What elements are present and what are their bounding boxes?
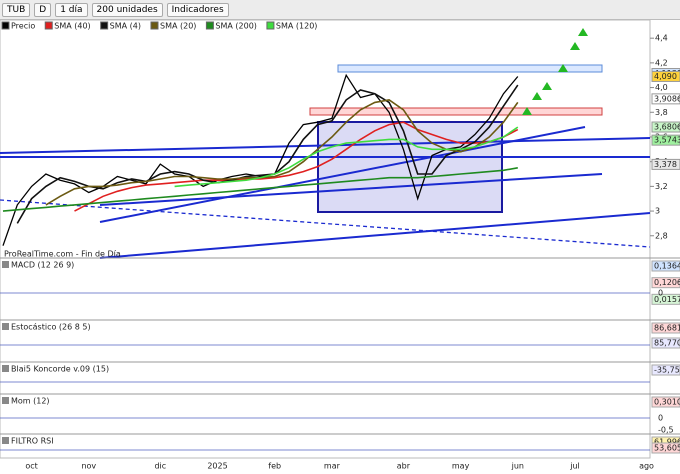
series-line — [2, 73, 519, 246]
indicators[interactable]: Indicadores — [166, 2, 229, 17]
panel-title: Blai5 Koncorde v.09 (15) — [11, 365, 109, 374]
price-label: 3,378 — [654, 160, 677, 169]
panel-value: 0,1364 — [654, 262, 680, 271]
units[interactable]: 200 unidades — [91, 2, 163, 17]
panel-title: Estocástico (26 8 5) — [11, 323, 91, 332]
panel-value-box — [651, 293, 680, 305]
price-label-box — [651, 70, 680, 82]
panel-icon — [2, 365, 9, 372]
x-tick-label: ago — [639, 462, 654, 471]
panel-value: 61,996 — [654, 438, 680, 447]
legend-swatch — [266, 21, 275, 30]
y-tick-label: 3,2 — [655, 182, 668, 191]
series-line — [16, 84, 519, 224]
x-tick-label: nov — [81, 462, 96, 471]
legend-swatch — [1, 21, 10, 30]
y-tick-label: 3,8 — [655, 108, 668, 117]
x-tick-label: mar — [324, 462, 341, 471]
panel-title: Mom (12) — [11, 397, 50, 406]
series-line — [45, 99, 519, 206]
symbol[interactable]: TUB — [2, 2, 31, 17]
legend-label: SMA (4) — [110, 22, 141, 31]
zone-top — [337, 64, 603, 73]
period-icon[interactable]: D — [34, 2, 52, 17]
price-label-box — [651, 93, 680, 105]
panel-icon — [2, 323, 9, 330]
panel-icon — [2, 437, 9, 444]
price-label-box — [651, 158, 680, 170]
legend-swatch — [44, 21, 53, 30]
panel-value: -35,754 — [654, 366, 680, 375]
toolbar: TUB D 1 día 200 unidades Indicadores — [0, 0, 680, 20]
x-tick-label: may — [452, 462, 470, 471]
price-label: 3,9086 — [654, 94, 680, 103]
panel-value: 0,3010 — [654, 398, 680, 407]
y-tick-label: 4,4 — [655, 34, 668, 43]
arrows — [522, 28, 588, 115]
price-label: 3,6806 — [654, 123, 680, 132]
watermark: ProRealTime.com - Fin de Día — [4, 250, 121, 259]
price-label-box — [651, 121, 680, 133]
panel-tick-label: -0,5 — [658, 426, 674, 435]
panel-value: 85,770 — [654, 339, 680, 348]
x-tick-label: 2025 — [207, 462, 227, 471]
panel-value-box — [651, 260, 680, 272]
panel-value: 86,681 — [654, 324, 680, 333]
panel-value-box — [651, 337, 680, 349]
panel-value: 0,0157 — [654, 295, 680, 304]
legend-label: SMA (20) — [160, 22, 196, 31]
x-tick-label: jun — [511, 462, 524, 471]
panel-tick-label: 0 — [658, 289, 663, 298]
y-tick-label: 3 — [655, 207, 660, 216]
trend-lines — [0, 126, 651, 259]
x-tick-label: jul — [569, 462, 580, 471]
x-tick-label: abr — [397, 462, 411, 471]
panel-title: MACD (12 26 9) — [11, 261, 74, 270]
panel-value-box — [651, 364, 680, 376]
series-line — [74, 121, 519, 212]
panel-value-box — [651, 277, 680, 289]
legend-label: Precio — [11, 22, 35, 31]
y-tick-label: 4,0 — [655, 83, 668, 92]
panel-value: 0,1206 — [654, 278, 680, 287]
price-label-box — [651, 134, 680, 146]
legend-swatch — [205, 21, 214, 30]
series-line — [2, 167, 518, 212]
panel-tick-label: 0 — [658, 414, 663, 423]
zone-red — [309, 107, 603, 116]
timeframe[interactable]: 1 día — [55, 2, 88, 17]
x-tick-label: oct — [25, 462, 37, 471]
legend-label: SMA (120) — [276, 22, 318, 31]
price-label: 3,5743 — [654, 136, 680, 145]
panel-value-box — [651, 396, 680, 408]
x-tick-label: feb — [268, 462, 281, 471]
legend-label: SMA (40) — [54, 22, 90, 31]
panel-icon — [2, 261, 9, 268]
y-tick-label: 4,2 — [655, 58, 668, 67]
series-line — [174, 126, 519, 188]
x-tick-label: dic — [154, 462, 166, 471]
legend-swatch — [100, 21, 109, 30]
legend-label: SMA (200) — [215, 22, 257, 31]
panel-icon — [2, 397, 9, 404]
panel-value: 53,605 — [654, 444, 680, 453]
price-label: 4,090 — [654, 72, 677, 81]
panel-value-box — [651, 322, 680, 334]
y-tick-label: 2,8 — [655, 231, 668, 240]
legend-swatch — [150, 21, 159, 30]
panel-title: FILTRO RSI — [11, 437, 54, 446]
panel-value-box — [651, 442, 680, 454]
chart: ProRealTime.com - Fin de Día Precio SMA (… — [0, 20, 680, 471]
